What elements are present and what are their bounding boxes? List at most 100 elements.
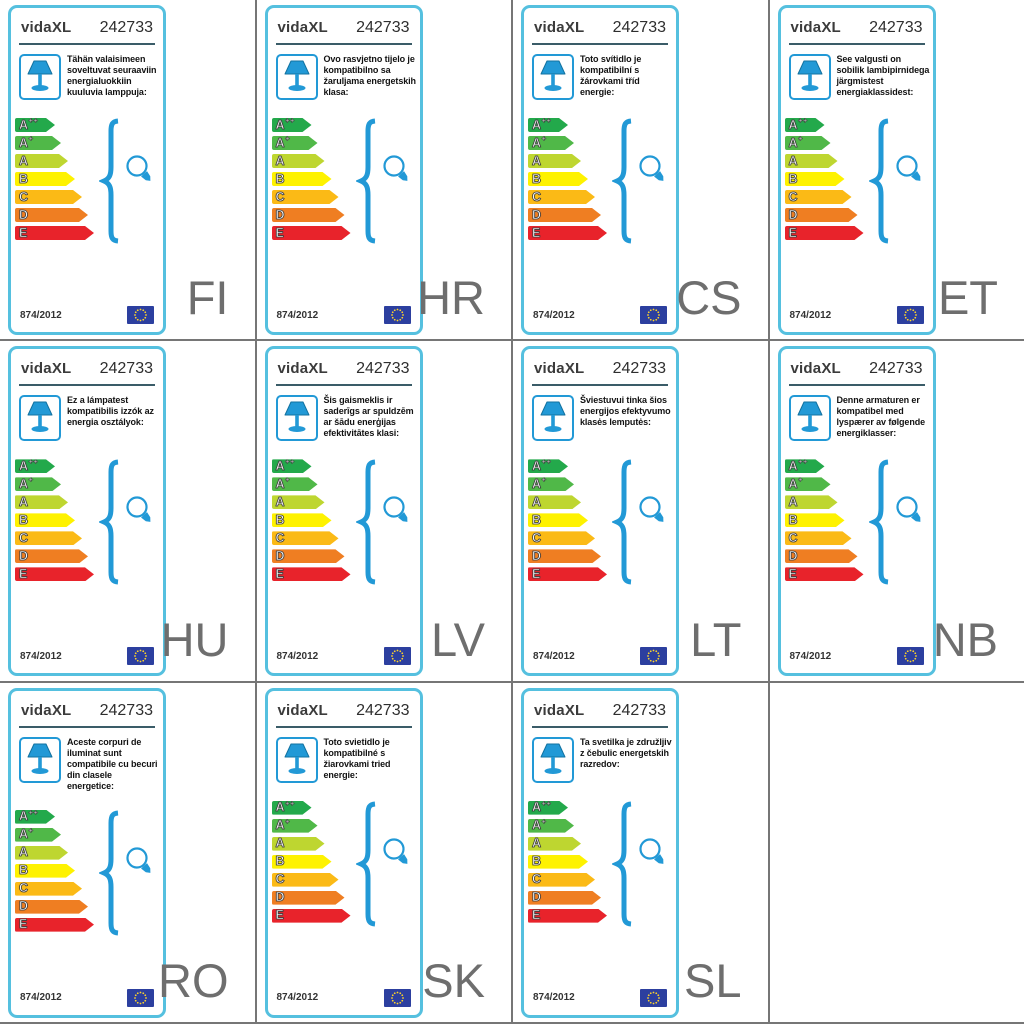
- energy-class-arrow: A ++: [785, 118, 825, 132]
- compatibility-description: Ovo rasvjetno tijelo je kompatibilno sa …: [323, 54, 417, 97]
- energy-class-arrow: A ++: [272, 801, 312, 815]
- light-bulb-icon: [382, 155, 407, 181]
- table-lamp-icon: [540, 743, 566, 774]
- table-lamp-icon-box: [19, 395, 61, 442]
- energy-class-arrow: A ++: [528, 118, 568, 132]
- info-row: Toto svietidlo je kompatibilné s žiarovk…: [275, 736, 418, 783]
- table-lamp-icon: [797, 401, 822, 433]
- energy-class-arrow: D: [15, 208, 88, 222]
- energy-scale: A ++ A + A B C D E: [785, 118, 925, 258]
- light-bulb-icon: [895, 496, 920, 523]
- card-header: vidaXL 242733: [789, 19, 925, 37]
- energy-class-arrow: A: [528, 837, 581, 851]
- empty-grid-cell: [769, 682, 1024, 1022]
- compatibility-description: Aceste corpuri de iluminat sunt compatib…: [67, 736, 158, 791]
- energy-scale: A ++ A + A B C D E: [528, 801, 668, 941]
- grid-cell: vidaXL 242733 Toto svítidlo je kompatibi…: [513, 0, 768, 340]
- energy-class-arrow: A +: [785, 136, 831, 150]
- table-lamp-icon: [284, 60, 309, 91]
- energy-class-arrow: A +: [785, 477, 831, 491]
- energy-label-card: vidaXL 242733 Aceste corpuri de iluminat…: [8, 687, 166, 1018]
- grid-cell: vidaXL 242733 Ovo rasvjetno tijelo je ko…: [256, 0, 511, 340]
- eu-flag-icon: [127, 988, 154, 1007]
- energy-class-arrow: B: [15, 513, 75, 527]
- energy-class-arrow: C: [15, 190, 82, 204]
- light-bulb-icon: [382, 838, 407, 864]
- card-footer: 874/2012: [19, 988, 155, 1007]
- energy-class-arrow: B: [272, 172, 332, 186]
- info-row: Aceste corpuri de iluminat sunt compatib…: [19, 736, 161, 792]
- brand-text: vidaXL: [277, 19, 328, 36]
- compatibility-description: Toto svítidlo je kompatibilní s žárovkam…: [580, 54, 642, 97]
- energy-class-arrow: A +: [15, 828, 61, 842]
- energy-class-arrows: A ++ A + A B C D E: [528, 459, 668, 581]
- info-row: Ovo rasvjetno tijelo je kompatibilno sa …: [275, 54, 418, 100]
- compatibility-description: Denne armaturen er kompatibel med lyspær…: [836, 395, 926, 439]
- table-lamp-icon: [797, 60, 822, 91]
- grid-cell: vidaXL 242733 Denne armaturen er kompati…: [769, 341, 1024, 681]
- eu-flag-icon: [383, 988, 411, 1007]
- regulation-number: 874/2012: [276, 992, 319, 1004]
- card-header: vidaXL 242733: [19, 19, 155, 37]
- card-footer: 874/2012: [276, 306, 412, 324]
- info-row: Tähän valaisimeen soveltuvat seuraaviin …: [19, 54, 161, 100]
- energy-class-arrow: B: [528, 172, 588, 186]
- energy-class-arrows: A ++ A + A B C D E: [785, 459, 925, 581]
- info-row: Šis gaismeklis ir saderīgs ar spuldzēm a…: [275, 395, 418, 442]
- energy-class-arrows: A ++ A + A B C D E: [15, 118, 155, 240]
- light-bulb-icon: [126, 155, 151, 181]
- energy-scale: A ++ A + A B C D E: [272, 459, 412, 599]
- language-code: CS: [676, 271, 742, 325]
- energy-class-arrow: A +: [528, 136, 574, 150]
- header-divider: [19, 725, 155, 728]
- curly-brace: [612, 118, 632, 244]
- card-header: vidaXL 242733: [19, 360, 155, 378]
- card-footer: 874/2012: [789, 647, 925, 666]
- energy-scale: A ++ A + A B C D E: [272, 118, 412, 258]
- energy-label-card: vidaXL 242733 Ta svetilka je združljiv z…: [521, 687, 679, 1018]
- eu-flag-icon: [383, 306, 411, 324]
- card-footer: 874/2012: [789, 306, 925, 324]
- energy-scale: A ++ A + A B C D E: [785, 459, 925, 599]
- energy-class-arrow: E: [785, 226, 864, 240]
- light-bulb-icon: [382, 496, 407, 523]
- light-bulb-icon: [639, 838, 664, 864]
- curly-brace: [99, 810, 119, 936]
- table-lamp-icon: [284, 401, 309, 433]
- card-header: vidaXL 242733: [276, 19, 412, 37]
- energy-class-arrow: D: [528, 891, 601, 905]
- energy-class-arrow: A: [272, 837, 325, 851]
- energy-class-arrow: A: [528, 495, 581, 509]
- energy-label-card: vidaXL 242733 Šis gaismeklis ir saderīgs…: [264, 346, 423, 677]
- language-code: RO: [158, 954, 229, 1007]
- energy-class-arrow: A ++: [272, 459, 312, 473]
- energy-class-arrow: B: [15, 172, 75, 186]
- compatibility-description: Ta svetilka je združljiv z čebulic energ…: [580, 736, 672, 769]
- energy-class-arrow: E: [15, 226, 94, 240]
- regulation-number: 874/2012: [276, 309, 319, 321]
- energy-class-arrows: A ++ A + A B C D E: [785, 118, 925, 240]
- eu-flag-icon: [640, 647, 667, 666]
- brand-text: vidaXL: [277, 360, 328, 378]
- table-lamp-icon-box: [788, 54, 831, 100]
- energy-class-arrow: C: [272, 873, 339, 887]
- eu-flag-icon: [127, 647, 154, 666]
- energy-label-card: vidaXL 242733 Ovo rasvjetno tijelo je ko…: [264, 5, 423, 335]
- energy-class-arrow: C: [528, 873, 595, 887]
- brand-text: vidaXL: [534, 360, 585, 378]
- energy-class-arrow: E: [785, 567, 864, 581]
- table-lamp-icon-box: [532, 736, 574, 783]
- energy-class-arrow: A: [272, 495, 325, 509]
- energy-scale: A ++ A + A B C D E: [15, 459, 155, 599]
- energy-scale: A ++ A + A B C D E: [528, 118, 668, 258]
- card-header: vidaXL 242733: [19, 702, 155, 720]
- language-code: NB: [932, 612, 998, 666]
- header-divider: [19, 43, 155, 45]
- energy-class-arrow: C: [528, 190, 595, 204]
- model-number: 242733: [99, 19, 153, 36]
- energy-class-arrow: E: [272, 226, 351, 240]
- energy-class-arrow: D: [272, 549, 345, 563]
- header-divider: [275, 43, 412, 45]
- energy-class-arrow: B: [272, 513, 332, 527]
- language-code: FI: [186, 271, 229, 325]
